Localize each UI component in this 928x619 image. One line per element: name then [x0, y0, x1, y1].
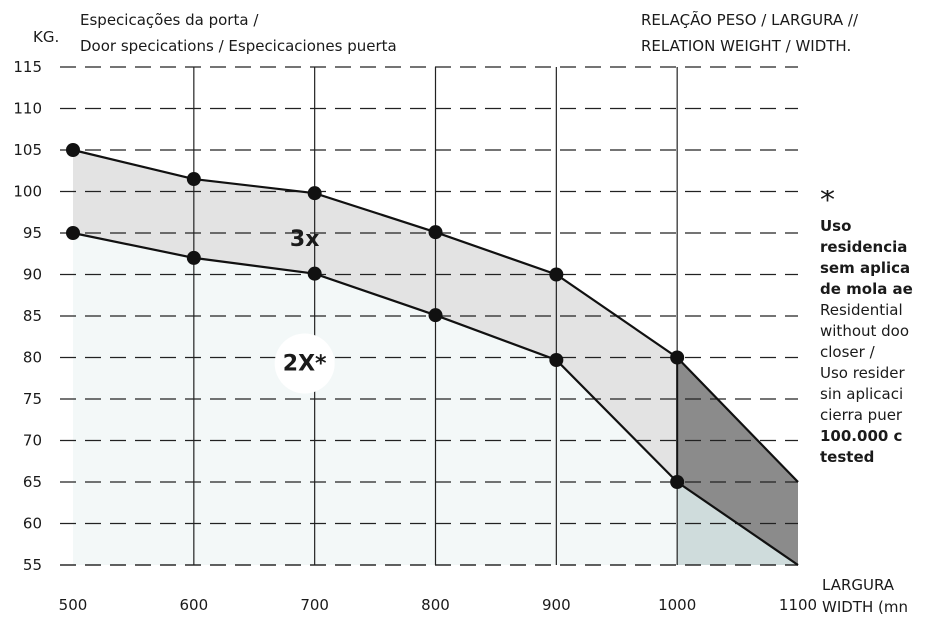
x-axis-label-line-2: WIDTH (mn: [822, 598, 908, 616]
lower-data-point: [549, 352, 564, 367]
note-bold-line: 100.000 c: [820, 427, 903, 445]
y-tick-label: 95: [23, 224, 42, 242]
upper-data-point: [428, 225, 443, 240]
annotation-2x: 2X*: [283, 352, 327, 377]
upper-extension-line: [676, 356, 799, 483]
note-line: cierra puer: [820, 406, 903, 424]
chart-series-lines: [72, 148, 799, 566]
usage-note: * Uso residencia sem aplica de mola ae R…: [820, 190, 928, 468]
chart-tick-labels: 55 60 65 70 75 80 85 90 95 100 105 110 115 500 600 700 8…: [13, 58, 817, 614]
chart-annotations: 3x 2X*: [274, 227, 335, 394]
upper-curve-line: [72, 148, 678, 359]
lower-data-point: [186, 250, 201, 265]
y-tick-label: 85: [23, 307, 42, 325]
relation-title-line-2: RELATION WEIGHT / WIDTH.: [641, 37, 851, 55]
x-tick-label: 500: [59, 596, 88, 614]
relation-title-line-1: RELAÇÃO PESO / LARGURA //: [641, 10, 859, 29]
note-bold-line: sem aplica: [820, 259, 911, 277]
note-line: Uso resider: [820, 364, 905, 382]
y-tick-label: 80: [23, 349, 42, 367]
y-tick-label: 75: [23, 390, 42, 408]
note-bold-line: tested: [820, 448, 875, 466]
y-tick-label: 115: [13, 58, 42, 76]
x-tick-label: 700: [300, 596, 329, 614]
y-tick-label: 65: [23, 473, 42, 491]
upper-data-point: [670, 350, 685, 365]
x-tick-label: 1000: [658, 596, 696, 614]
x-tick-label: 800: [421, 596, 450, 614]
lower-data-point: [307, 266, 322, 281]
note-line: Residential: [820, 301, 903, 319]
specs-title-line-2: Door specications / Especicaciones puert…: [80, 37, 397, 55]
note-bold-line: residencia: [820, 238, 908, 256]
lower-curve-line: [72, 231, 678, 483]
y-tick-label: 70: [23, 432, 42, 450]
upper-data-point: [186, 172, 201, 187]
note-line: sin aplicaci: [820, 385, 904, 403]
note-bold-line: de mola ae: [820, 280, 913, 298]
upper-data-point: [307, 186, 322, 201]
y-tick-label: 100: [13, 183, 42, 201]
x-tick-label: 1100: [779, 596, 817, 614]
note-asterisk: *: [820, 190, 835, 218]
x-axis-label-line-1: LARGURA: [822, 576, 895, 594]
annotation-background: [274, 333, 335, 394]
y-tick-label: 55: [23, 556, 42, 574]
y-tick-label: 110: [13, 100, 42, 118]
extended-band: [677, 357, 798, 565]
note-line: closer /: [820, 343, 875, 361]
lower-data-point: [428, 308, 443, 323]
lower-data-point: [66, 226, 80, 240]
note-bold-line: Uso: [820, 217, 852, 235]
upper-data-point: [549, 267, 564, 282]
x-axis-label: LARGURA WIDTH (mn: [822, 574, 928, 618]
chart-data-points: [66, 143, 685, 489]
annotation-3x: 3x: [290, 227, 320, 252]
note-line: without doo: [820, 322, 910, 340]
x-tick-label: 600: [180, 596, 209, 614]
y-tick-label: 90: [23, 266, 42, 284]
y-tick-label: 60: [23, 515, 42, 533]
y-unit-label: KG.: [33, 28, 59, 46]
y-tick-label: 105: [13, 141, 42, 159]
upper-data-point: [66, 143, 80, 157]
lower-data-point: [670, 475, 685, 489]
specs-title-line-1: Especicações da porta /: [80, 11, 259, 29]
lower-extension-line: [676, 481, 799, 566]
x-tick-label: 900: [542, 596, 571, 614]
